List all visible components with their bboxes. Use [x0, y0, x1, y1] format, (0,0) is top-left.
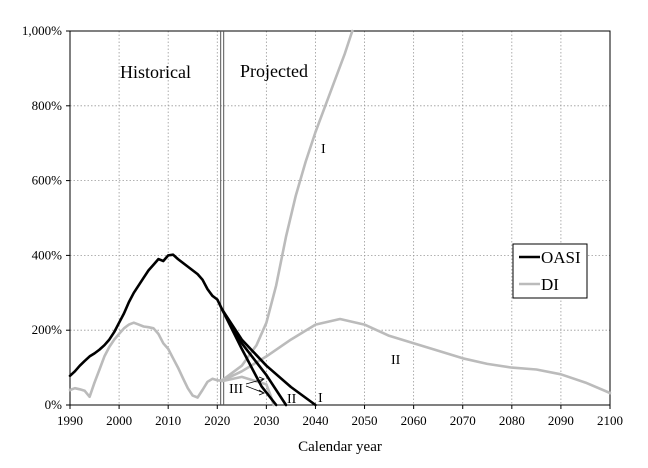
- y-tick-label: 600%: [32, 173, 63, 188]
- projected-label: Projected: [240, 61, 308, 81]
- x-tick-label: 2060: [401, 413, 427, 428]
- di-alt-ii-label: II: [391, 353, 401, 368]
- oasi-alt-ii-label: II: [287, 392, 297, 407]
- legend-di-label: DI: [541, 275, 559, 294]
- legend: OASI DI: [512, 243, 588, 299]
- di-alternative-i-line: [220, 29, 354, 382]
- x-tick-label: 1990: [57, 413, 83, 428]
- y-tick-label: 400%: [32, 247, 63, 262]
- legend-oasi-label: OASI: [541, 248, 581, 267]
- alt-iii-arrows: [245, 376, 265, 396]
- axis-ticks: 1990 2000 2010 2020 2030 2040 2050 2060 2070 2080…: [22, 23, 623, 428]
- oasi-alternative-iii-line: [220, 308, 278, 407]
- x-axis-label: Calendar year: [298, 439, 382, 455]
- x-tick-label: 2080: [499, 413, 525, 428]
- y-tick-label: 200%: [32, 322, 63, 337]
- alt-iii-label: III: [229, 382, 243, 397]
- x-tick-label: 2010: [155, 413, 181, 428]
- x-tick-label: 2050: [352, 413, 378, 428]
- x-tick-label: 2000: [106, 413, 132, 428]
- x-tick-label: 2020: [204, 413, 230, 428]
- plot-frame: [69, 30, 611, 406]
- series-layer: [68, 29, 612, 407]
- historical-label: Historical: [120, 62, 191, 82]
- di-alt-i-label: I: [321, 142, 326, 157]
- y-tick-label: 0%: [45, 397, 63, 412]
- plot-background: [70, 31, 610, 405]
- x-tick-label: 2070: [450, 413, 476, 428]
- x-tick-label: 2090: [548, 413, 574, 428]
- y-tick-label: 1,000%: [22, 23, 62, 38]
- y-tick-label: 800%: [32, 98, 63, 113]
- di-historical-line: [68, 321, 224, 399]
- di-alternative-ii-line: [220, 317, 612, 395]
- oasi-historical-line: [68, 253, 224, 378]
- oasi-alt-i-label: I: [318, 391, 323, 406]
- x-tick-label: 2040: [302, 413, 328, 428]
- legend-box: [512, 243, 588, 299]
- x-tick-label: 2100: [597, 413, 623, 428]
- x-tick-label: 2030: [253, 413, 279, 428]
